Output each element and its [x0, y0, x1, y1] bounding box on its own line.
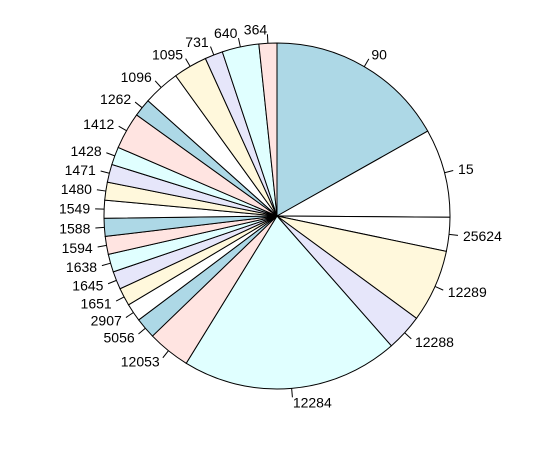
label-ticks — [95, 34, 459, 398]
slice-label: 1549 — [59, 201, 90, 217]
slice-label: 1645 — [72, 278, 103, 294]
label-tick — [154, 80, 162, 88]
slice-label: 1262 — [100, 91, 131, 107]
slice-label: 1594 — [62, 240, 93, 256]
slice-label: 90 — [371, 47, 387, 63]
label-tick — [237, 38, 241, 48]
label-tick — [434, 285, 444, 291]
slice-label: 2907 — [91, 312, 122, 328]
label-tick — [185, 58, 191, 67]
pie-slice-90 — [276, 42, 429, 217]
slice-label: 12284 — [293, 394, 332, 410]
label-tick — [138, 327, 146, 335]
label-tick — [115, 296, 125, 302]
slice-label: 1428 — [71, 143, 102, 159]
pie-slices — [103, 42, 451, 390]
slice-label: 1480 — [61, 181, 92, 197]
slice-label: 1588 — [59, 220, 90, 236]
slice-label: 5056 — [104, 329, 135, 345]
slice-label: 364 — [244, 21, 268, 37]
label-tick — [162, 350, 169, 359]
slice-label: 15 — [458, 161, 474, 177]
slice-label: 640 — [214, 25, 238, 41]
label-tick — [96, 189, 106, 192]
label-tick — [291, 388, 293, 398]
slice-label: 12289 — [448, 284, 487, 300]
slice-label: 12053 — [121, 354, 160, 370]
slice-labels: 90 15 25624 12289 12288 12284 12053 50562907165… — [59, 21, 502, 410]
pie-slice-12284 — [185, 215, 393, 390]
label-tick — [97, 244, 107, 248]
slice-label: 1095 — [152, 46, 183, 62]
label-tick — [107, 279, 117, 285]
pie-slice-15 — [275, 130, 451, 218]
label-tick — [134, 101, 143, 109]
label-tick — [444, 169, 454, 174]
slice-label: 1638 — [66, 259, 97, 275]
label-tick — [101, 262, 111, 267]
label-tick — [125, 312, 134, 318]
label-tick — [210, 46, 215, 56]
label-tick — [404, 332, 412, 340]
label-tick — [118, 125, 127, 132]
slice-label: 1471 — [65, 162, 96, 178]
label-tick — [95, 226, 105, 229]
slice-label: 1651 — [81, 295, 112, 311]
label-tick — [100, 170, 110, 174]
label-tick — [448, 233, 459, 236]
slice-label: 25624 — [463, 228, 502, 244]
slice-label: 1412 — [83, 116, 114, 132]
label-tick — [106, 152, 115, 157]
slice-label: 12288 — [415, 334, 454, 350]
label-tick — [363, 58, 370, 67]
slice-label: 1096 — [121, 69, 152, 85]
slice-label: 731 — [185, 34, 209, 50]
pie-slice-364 — [258, 42, 278, 217]
